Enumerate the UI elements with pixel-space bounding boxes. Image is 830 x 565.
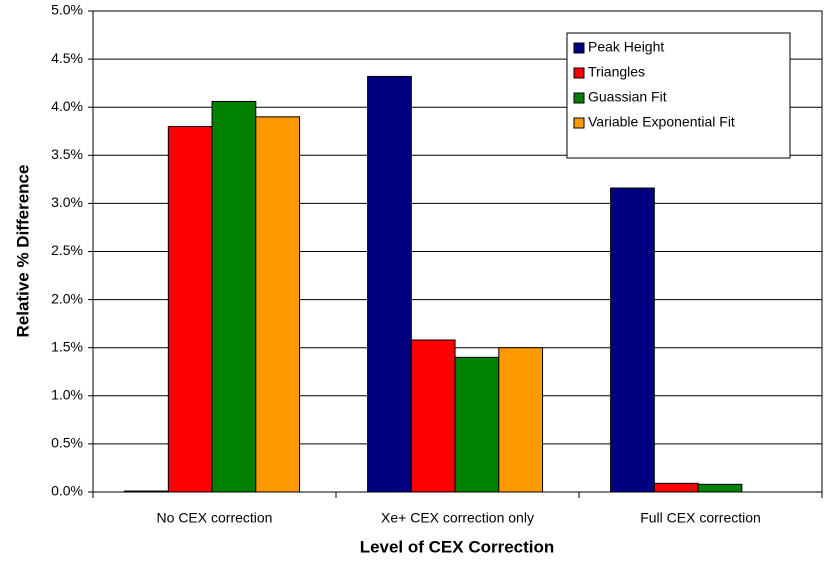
bar: [124, 490, 169, 493]
bar: [697, 483, 743, 493]
legend-swatch: [573, 92, 585, 104]
y-tick-label: 2.0%: [51, 290, 83, 306]
y-tick-label: 2.5%: [51, 242, 83, 258]
legend-swatch: [573, 67, 585, 79]
x-tick-label: No CEX correction: [157, 510, 273, 526]
legend-label: Triangles: [588, 64, 645, 80]
y-axis-title: Relative % Difference: [13, 165, 32, 338]
x-axis-title: Level of CEX Correction: [360, 537, 555, 556]
y-tick-label: 5.0%: [51, 2, 83, 18]
bar: [367, 75, 412, 493]
y-tick-label: 4.5%: [51, 50, 83, 66]
y-tick-label: 1.5%: [51, 338, 83, 354]
bar: [498, 347, 544, 493]
bar: [255, 116, 301, 493]
y-tick-label: 3.5%: [51, 146, 83, 162]
y-tick-label: 3.0%: [51, 194, 83, 210]
bar: [610, 187, 655, 493]
legend-label: Peak Height: [588, 39, 664, 55]
legend-swatch: [573, 42, 585, 54]
legend-box: [566, 32, 791, 159]
bar: [211, 100, 257, 493]
y-tick-label: 0.0%: [51, 483, 83, 499]
bar: [454, 356, 500, 493]
x-tick-label: Full CEX correction: [640, 510, 761, 526]
x-tick-label: Xe+ CEX correction only: [381, 510, 534, 526]
bar: [410, 339, 456, 493]
legend-label: Guassian Fit: [588, 89, 667, 105]
legend-label: Variable Exponential Fit: [588, 114, 735, 130]
y-tick-label: 4.0%: [51, 98, 83, 114]
bar: [167, 125, 213, 493]
y-tick-label: 1.0%: [51, 387, 83, 403]
bar: [653, 482, 699, 493]
legend-swatch: [573, 117, 585, 129]
y-tick-label: 0.5%: [51, 435, 83, 451]
